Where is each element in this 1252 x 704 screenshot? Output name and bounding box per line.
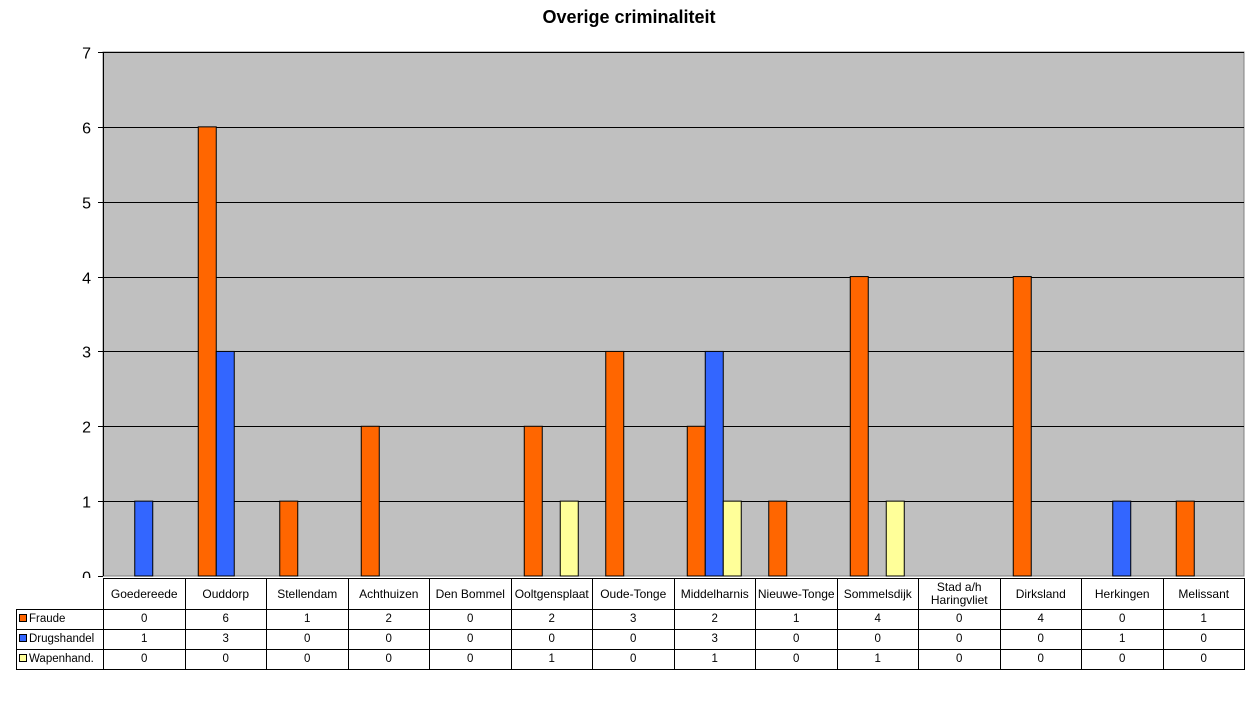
- data-cell: 0: [1081, 649, 1164, 670]
- category-label: Stad a/h Haringvliet: [918, 578, 1001, 610]
- category-label: Ooltgensplaat: [510, 578, 593, 610]
- series-name: Fraude: [29, 613, 66, 625]
- bar-wapenhand--5: [559, 500, 579, 577]
- data-cell: 0: [999, 649, 1082, 670]
- legend-swatch: [19, 614, 27, 622]
- y-tick-label: 6: [82, 121, 91, 138]
- category-label: Stellendam: [266, 578, 349, 610]
- data-cell: 2: [347, 609, 430, 630]
- bar-fraude-3: [360, 425, 380, 577]
- data-cell: 0: [266, 629, 349, 650]
- bar-drugshandel-0: [134, 500, 154, 577]
- series-row: Wapenhand. 0 0 0 0 0 1 0 1 0 1 0 0 0 0: [16, 649, 1245, 670]
- data-cell: 1: [1081, 629, 1164, 650]
- category-label: Herkingen: [1081, 578, 1164, 610]
- bar-chart: 0 1 2 3 4 5 6 7: [82, 46, 1245, 579]
- data-cell: 0: [429, 609, 512, 630]
- y-tick-label: 4: [82, 271, 91, 288]
- series-name: Drugshandel: [29, 633, 95, 645]
- data-cell: 2: [510, 609, 593, 630]
- bar-fraude-7: [686, 425, 706, 577]
- category-row: Goedereede Ouddorp Stellendam Achthuizen Den…: [16, 578, 1245, 610]
- category-label: Middelharnis: [673, 578, 756, 610]
- category-label: Oude-Tonge: [592, 578, 675, 610]
- data-cell: 0: [429, 649, 512, 670]
- data-cell: 0: [347, 649, 430, 670]
- data-cell: 0: [347, 629, 430, 650]
- bar-wapenhand--9: [885, 500, 905, 577]
- y-tick-label: 2: [82, 420, 91, 437]
- data-cell: 0: [918, 609, 1001, 630]
- plot-area: [102, 51, 1245, 577]
- data-cell: 0: [510, 629, 593, 650]
- bar-fraude-2: [279, 500, 299, 577]
- legend-entry: Fraude: [16, 609, 104, 630]
- data-cell: 1: [103, 629, 186, 650]
- legend-swatch: [19, 654, 27, 662]
- category-label: Goedereede: [103, 578, 186, 610]
- bar-drugshandel-12: [1112, 500, 1132, 577]
- data-cell: 0: [918, 649, 1001, 670]
- data-cell: 6: [184, 609, 267, 630]
- bar-drugshandel-1: [215, 350, 235, 577]
- data-cell: 0: [429, 629, 512, 650]
- legend-swatch: [19, 634, 27, 642]
- y-tick-label: 7: [82, 46, 91, 63]
- series-row: Drugshandel 1 3 0 0 0 0 0 3 0 0 0 0 1 0: [16, 629, 1245, 650]
- bar-fraude-8: [768, 500, 788, 577]
- legend-entry: Wapenhand.: [16, 649, 104, 670]
- data-cell: 0: [592, 629, 675, 650]
- y-tick-label: 0: [82, 570, 91, 579]
- data-cell: 1: [266, 609, 349, 630]
- category-label: Dirksland: [999, 578, 1082, 610]
- bar-fraude-1: [197, 126, 217, 577]
- bar-drugshandel-7: [704, 350, 724, 577]
- table-corner: [16, 578, 104, 610]
- bar-fraude-5: [523, 425, 543, 577]
- bar-fraude-13: [1175, 500, 1195, 577]
- data-cell: 0: [755, 629, 838, 650]
- data-cell: 1: [510, 649, 593, 670]
- y-tick-label: 5: [82, 196, 91, 213]
- bar-fraude-9: [849, 276, 869, 577]
- category-label: Nieuwe-Tonge: [755, 578, 838, 610]
- data-cell: 0: [592, 649, 675, 670]
- data-cell: 2: [673, 609, 756, 630]
- data-cell: 0: [266, 649, 349, 670]
- category-label: Den Bommel: [429, 578, 512, 610]
- series-row: Fraude 0 6 1 2 0 2 3 2 1 4 0 4 0 1: [16, 609, 1245, 630]
- data-cell: 3: [592, 609, 675, 630]
- y-tick-label: 3: [82, 345, 91, 362]
- bar-fraude-6: [605, 350, 625, 577]
- y-tick-label: 1: [82, 495, 91, 512]
- legend-entry: Drugshandel: [16, 629, 104, 650]
- data-cell: 1: [1162, 609, 1245, 630]
- data-cell: 1: [836, 649, 919, 670]
- data-table: Goedereede Ouddorp Stellendam Achthuizen Den…: [16, 578, 1245, 670]
- data-cell: 0: [1081, 609, 1164, 630]
- data-cell: 3: [673, 629, 756, 650]
- data-cell: 0: [755, 649, 838, 670]
- data-cell: 0: [836, 629, 919, 650]
- data-cell: 0: [103, 609, 186, 630]
- category-label: Achthuizen: [347, 578, 430, 610]
- data-cell: 0: [1162, 649, 1245, 670]
- data-cell: 0: [918, 629, 1001, 650]
- data-cell: 4: [999, 609, 1082, 630]
- data-cell: 0: [999, 629, 1082, 650]
- category-label: Sommelsdijk: [836, 578, 919, 610]
- series-name: Wapenhand.: [29, 653, 94, 665]
- data-cell: 1: [755, 609, 838, 630]
- bar-wapenhand--7: [722, 500, 742, 577]
- data-cell: 3: [184, 629, 267, 650]
- category-label: Ouddorp: [184, 578, 267, 610]
- data-cell: 1: [673, 649, 756, 670]
- data-cell: 4: [836, 609, 919, 630]
- data-cell: 0: [184, 649, 267, 670]
- data-cell: 0: [103, 649, 186, 670]
- chart-title: Overige criminaliteit: [542, 7, 716, 27]
- data-cell: 0: [1162, 629, 1245, 650]
- category-label: Melissant: [1162, 578, 1245, 610]
- bar-fraude-11: [1012, 276, 1032, 577]
